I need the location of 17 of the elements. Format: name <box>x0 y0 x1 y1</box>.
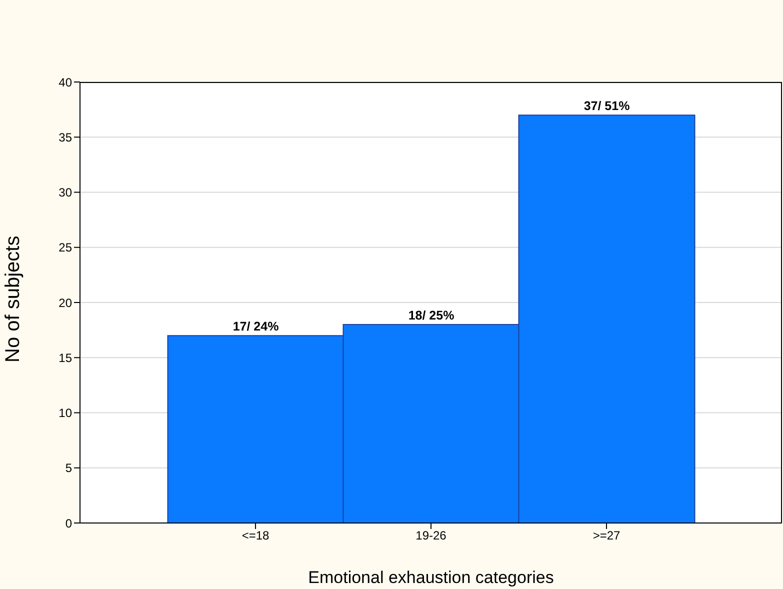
y-tick-label: 25 <box>58 240 72 255</box>
y-tick-label: 20 <box>58 296 72 310</box>
y-tick-label: 30 <box>58 186 72 200</box>
y-tick-label: 35 <box>58 130 72 144</box>
y-tick-label: 0 <box>65 516 72 530</box>
x-tick-label: >=27 <box>592 528 620 543</box>
y-tick-label: 5 <box>65 461 72 476</box>
x-axis-title: Emotional exhaustion categories <box>308 568 554 587</box>
y-tick-label: 15 <box>58 350 72 365</box>
y-tick-label: 10 <box>58 406 72 420</box>
y-axis-title: No of subjects <box>2 236 24 362</box>
y-tick-label: 40 <box>58 75 72 90</box>
data-label: 17/ 24% <box>232 320 279 334</box>
data-label: 37/ 51% <box>584 99 630 114</box>
x-tick-label: 19-26 <box>416 528 447 543</box>
x-tick-label: <=18 <box>242 528 270 543</box>
data-label: 18/ 25% <box>408 308 454 323</box>
